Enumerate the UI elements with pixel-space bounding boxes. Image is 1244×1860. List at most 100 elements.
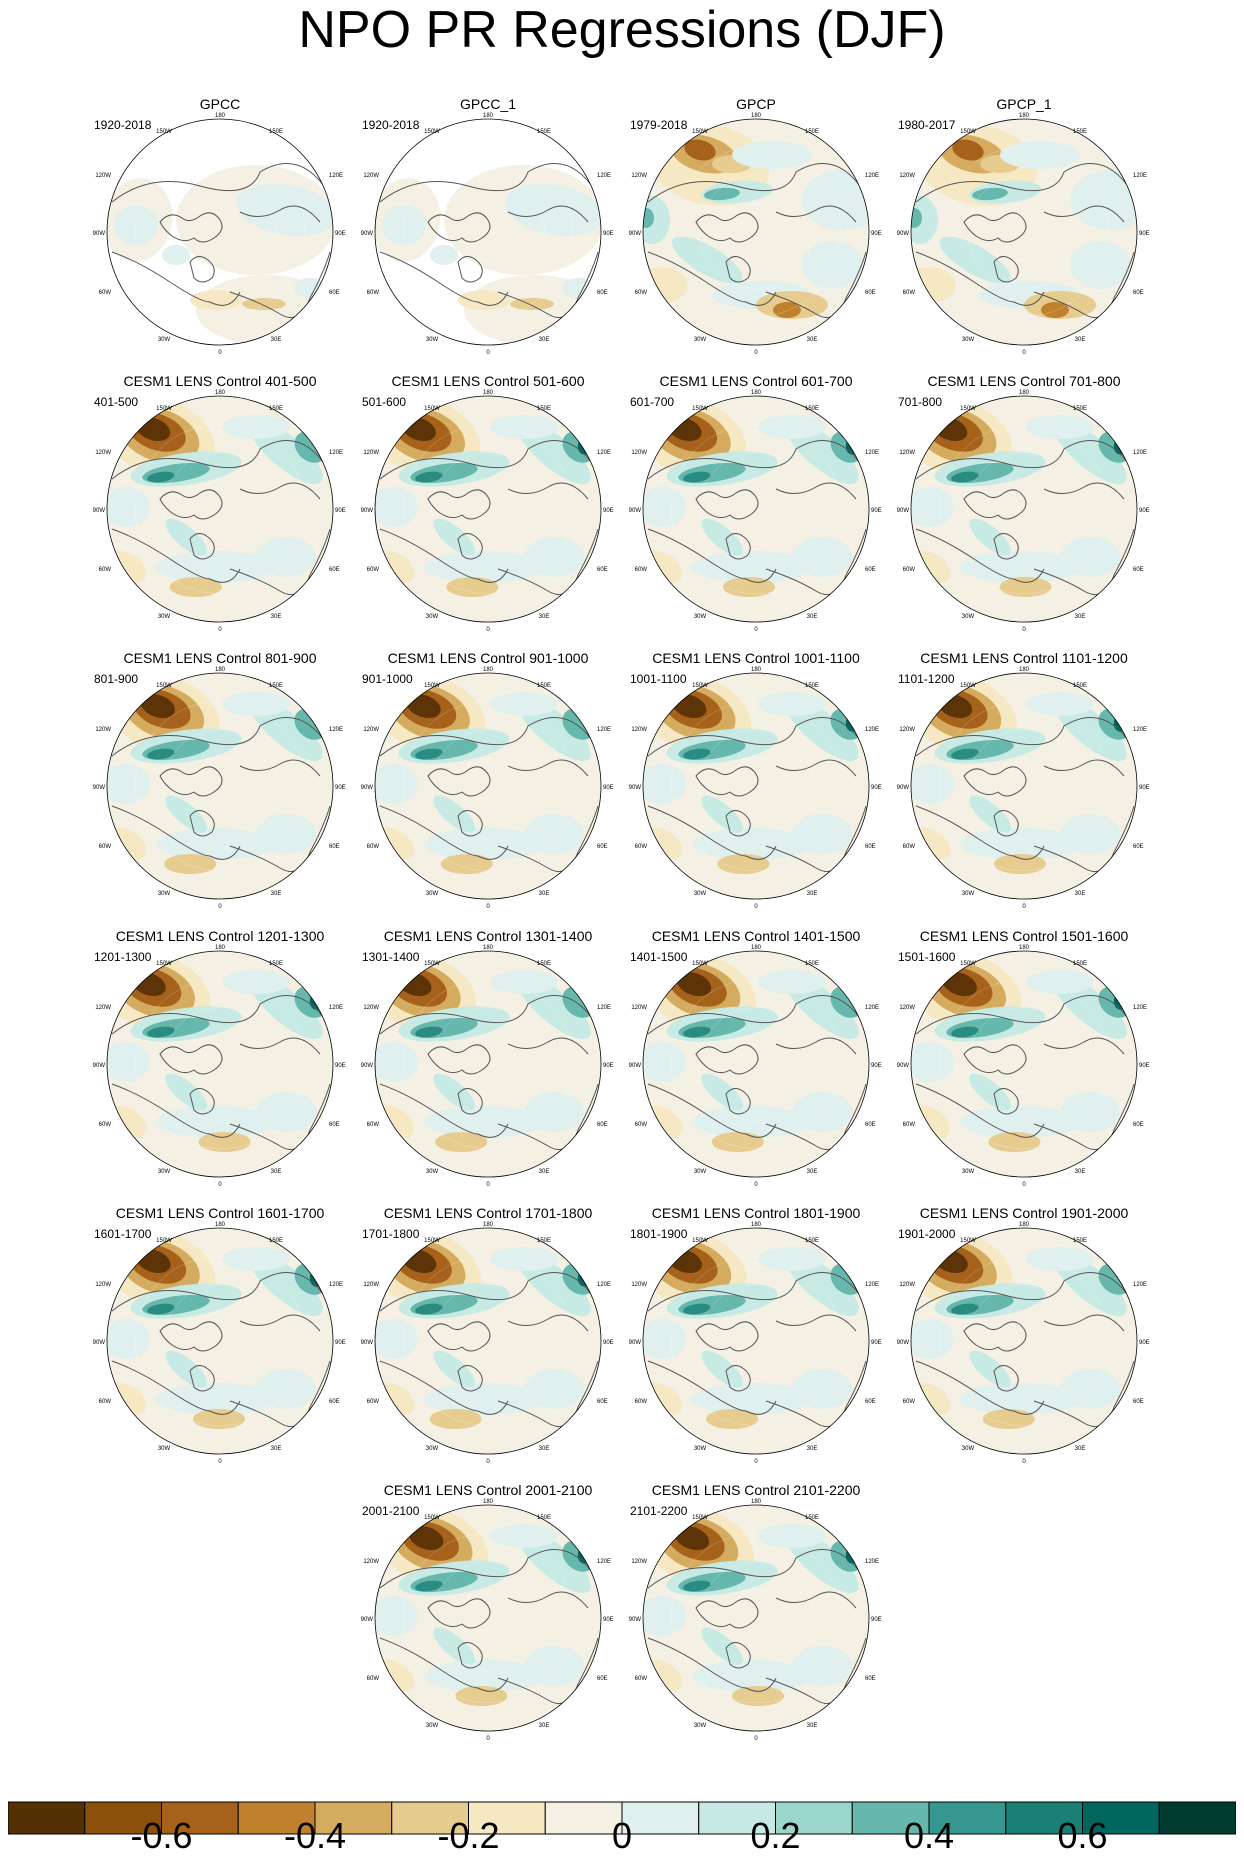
map-boundary: [374, 1504, 602, 1732]
field-shading: [524, 537, 584, 577]
longitude-label: 60E: [865, 567, 876, 573]
graticule-circle: [403, 979, 573, 1149]
longitude-label: 150E: [269, 961, 283, 967]
graticule-circle: [403, 147, 573, 317]
polar-map: 180 150W 150E 120W 120E 90W 90E 60W 60E 30W 30E 0: [629, 667, 882, 910]
graticule-circle: [995, 1312, 1053, 1370]
colorbar-tick-label: -0.4: [283, 1815, 347, 1856]
longitude-label: 120E: [597, 1282, 611, 1288]
graticule-circle: [995, 480, 1053, 538]
polar-map: 180 150W 150E 120W 120E 90W 90E 60W 60E 30W 30E 0: [629, 945, 882, 1188]
colorbar-tick-label: 0.6: [1057, 1815, 1108, 1856]
field-shading: [510, 298, 554, 310]
map-boundary: [642, 118, 870, 346]
polar-map: 180 150W 150E 120W 120E 90W 90E 60W 60E 30W 30E 0: [897, 390, 1150, 633]
graticule-circle: [163, 175, 277, 289]
coastline: [111, 805, 241, 860]
longitude-label: 30W: [962, 1169, 975, 1175]
coastline: [695, 766, 759, 797]
longitude-label: 150E: [805, 961, 819, 967]
longitude-label: 180: [483, 1222, 494, 1228]
colorbar-swatch: [851, 1801, 930, 1835]
longitude-label: 60W: [903, 1399, 916, 1405]
longitude-label: 30W: [694, 1169, 707, 1175]
field-shading: [375, 1596, 418, 1636]
longitude-label: 180: [751, 945, 762, 951]
longitude-label: 30E: [539, 891, 550, 897]
longitude-label: 150E: [269, 1238, 283, 1244]
colorbar-swatch: [1005, 1801, 1083, 1835]
graticule-circle: [459, 1035, 517, 1093]
longitude-label: 60W: [635, 1122, 648, 1128]
colorbar-swatch: [928, 1801, 1007, 1835]
coastline: [775, 205, 857, 223]
longitude-label: 60W: [367, 567, 380, 573]
longitude-label: 30W: [962, 1446, 975, 1452]
longitude-label: 120W: [95, 173, 111, 179]
coastline: [963, 766, 1027, 797]
longitude-label: 30E: [271, 337, 282, 343]
field-shading: [375, 1319, 418, 1359]
longitude-label: 120E: [865, 173, 879, 179]
longitude-label: 30W: [426, 1723, 439, 1729]
longitude-label: 90E: [335, 508, 346, 514]
longitude-label: 120W: [631, 1005, 647, 1011]
panel-title: CESM1 LENS Control 1101-1200: [920, 650, 1128, 666]
longitude-label: 180: [751, 667, 762, 673]
longitude-label: 150E: [1073, 406, 1087, 412]
panel-title: CESM1 LENS Control 901-1000: [387, 650, 589, 666]
longitude-label: 30W: [158, 1169, 171, 1175]
longitude-label: 120W: [899, 1282, 915, 1288]
longitude-label: 120E: [597, 450, 611, 456]
map-boundary: [106, 395, 334, 623]
field-shading: [107, 1319, 150, 1359]
map-panel: CESM1 LENS Control 1001-1100 180 150W 150E 1…: [622, 650, 890, 926]
longitude-label: 150W: [424, 1515, 440, 1521]
map-boundary: [374, 395, 602, 623]
graticule-circle: [699, 452, 813, 566]
coastline: [963, 1321, 1027, 1352]
longitude-label: 90E: [603, 1063, 614, 1069]
field-shading: [408, 1525, 444, 1551]
longitude-label: 90E: [871, 1063, 882, 1069]
panel-period: 601-700: [630, 395, 675, 409]
coastline: [239, 205, 321, 223]
longitude-label: 150W: [692, 1238, 708, 1244]
longitude-label: 60W: [635, 1676, 648, 1682]
field-shading: [993, 854, 1046, 874]
map-boundary: [642, 1227, 870, 1455]
coastline: [507, 205, 589, 223]
longitude-label: 0: [1022, 627, 1026, 633]
field-shading: [1060, 537, 1120, 577]
coastline: [695, 212, 759, 243]
map-panel: GPCC 180 150W 150E 120W 120E 90W 90E 60W 60E 30W 30…: [86, 96, 354, 372]
field-shading: [969, 795, 1011, 833]
longitude-label: 120W: [899, 450, 915, 456]
coastline: [111, 163, 329, 203]
longitude-label: 150E: [269, 129, 283, 135]
longitude-label: 60W: [635, 567, 648, 573]
panel-title: GPCC_1: [459, 96, 517, 112]
coastline: [647, 717, 865, 757]
field-shading: [490, 415, 558, 439]
panel-period: 1201-1300: [94, 950, 152, 964]
longitude-label: 150E: [805, 683, 819, 689]
polar-map: 180 150W 150E 120W 120E 90W 90E 60W 60E 30W 30E 0: [361, 945, 614, 1188]
coastline: [159, 1044, 223, 1075]
field-shading: [683, 1303, 711, 1315]
longitude-label: 30E: [539, 1723, 550, 1729]
polar-map: 180 150W 150E 120W 120E 90W 90E 60W 60E 30W 30E 0: [93, 945, 346, 1188]
longitude-label: 60W: [99, 567, 112, 573]
field-shading: [433, 1350, 475, 1388]
longitude-label: 30E: [807, 1169, 818, 1175]
polar-map: 180 150W 150E 120W 120E 90W 90E 60W 60E 30W 30E 0: [629, 390, 882, 633]
graticule-circle: [191, 203, 249, 261]
panel-period: 501-600: [362, 395, 407, 409]
coastline: [457, 810, 483, 837]
longitude-label: 30W: [158, 614, 171, 620]
map-panel: CESM1 LENS Control 801-900 180 150W 150E 120…: [86, 650, 354, 926]
longitude-label: 90E: [603, 1617, 614, 1623]
coastline: [775, 482, 857, 500]
longitude-label: 60W: [99, 1399, 112, 1405]
field-shading: [969, 1350, 1011, 1388]
